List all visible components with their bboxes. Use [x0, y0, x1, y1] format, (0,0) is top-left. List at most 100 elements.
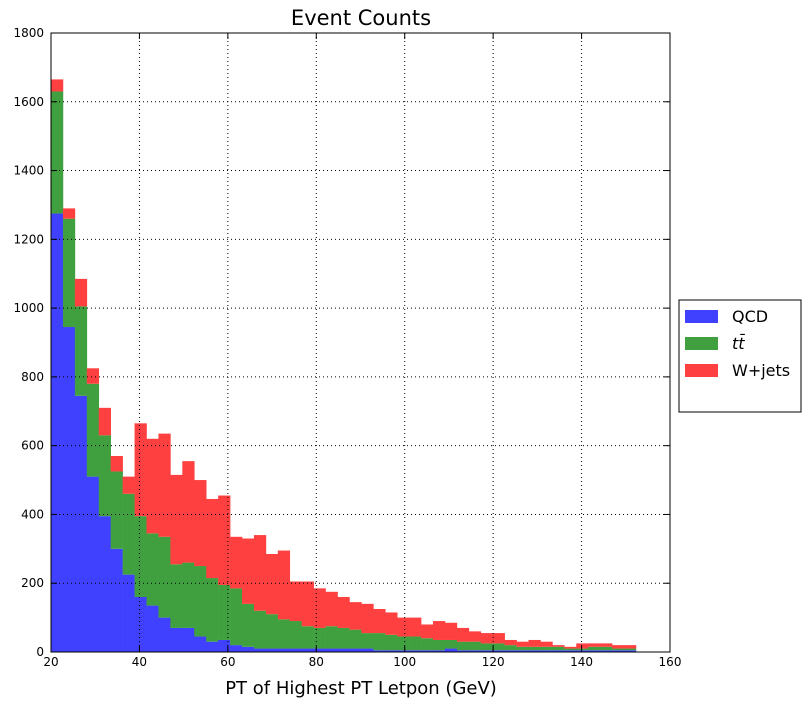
bar-qcd-18	[265, 648, 279, 652]
bar-tt-29	[397, 636, 410, 651]
bar-qcd-45	[588, 650, 601, 652]
bar-qcd-17	[253, 648, 267, 652]
bar-qcd-37	[492, 650, 505, 652]
bar-tt-41	[540, 646, 553, 651]
x-tick-label-140: 140	[570, 655, 593, 669]
bar-wjets-47	[612, 645, 625, 649]
x-tick-label-100: 100	[393, 655, 416, 669]
bar-wjets-22	[313, 588, 326, 628]
legend-swatch-1	[685, 337, 718, 350]
bar-tt-25	[349, 629, 362, 649]
bar-tt-8	[146, 533, 159, 606]
bar-qcd-3	[86, 476, 100, 652]
bar-tt-12	[194, 566, 207, 637]
bar-wjets-32	[433, 621, 446, 640]
bar-tt-45	[588, 646, 601, 651]
bar-tt-14	[218, 584, 231, 640]
bar-qcd-20	[289, 648, 302, 652]
x-tick-label-160: 160	[659, 655, 682, 669]
bar-tt-4	[98, 435, 111, 517]
bar-tt-28	[385, 634, 398, 651]
bar-wjets-20	[289, 581, 302, 622]
bar-wjets-28	[385, 612, 398, 635]
bar-qcd-41	[540, 650, 553, 652]
y-tick-label-1000: 1000	[13, 301, 44, 315]
bar-tt-27	[373, 633, 386, 651]
bar-qcd-38	[504, 650, 517, 652]
bar-qcd-9	[158, 617, 171, 652]
bar-tt-21	[301, 626, 314, 649]
bar-wjets-40	[528, 639, 541, 647]
bar-wjets-48	[624, 645, 637, 649]
bar-qcd-42	[552, 650, 565, 652]
y-tick-label-1600: 1600	[13, 95, 44, 109]
bar-tt-43	[564, 648, 577, 651]
bar-tt-11	[182, 562, 195, 628]
x-axis-label: PT of Highest PT Letpon (GeV)	[225, 678, 497, 699]
bar-wjets-43	[564, 646, 577, 649]
bar-tt-19	[277, 619, 291, 649]
bar-wjets-16	[242, 538, 255, 604]
bar-tt-47	[612, 648, 625, 651]
x-tick-label-80: 80	[309, 655, 324, 669]
y-tick-label-800: 800	[21, 370, 44, 384]
bar-qcd-2	[74, 395, 88, 652]
bar-wjets-4	[98, 407, 111, 436]
legend: QCD tt̄ W+jets	[678, 299, 802, 413]
bar-tt-34	[456, 641, 470, 651]
bar-qcd-1	[62, 327, 76, 652]
bar-wjets-15	[230, 536, 243, 589]
bar-tt-23	[325, 626, 338, 649]
bar-tt-32	[433, 639, 446, 651]
bar-wjets-44	[576, 643, 589, 649]
bar-wjets-38	[504, 639, 517, 646]
bar-wjets-26	[361, 603, 374, 634]
bar-wjets-19	[277, 550, 291, 620]
bar-qcd-36	[480, 650, 494, 652]
bar-wjets-42	[552, 645, 565, 647]
bar-tt-15	[230, 588, 243, 646]
bar-tt-18	[265, 614, 279, 649]
bar-tt-46	[600, 646, 613, 651]
bar-qcd-5	[110, 548, 123, 652]
bar-qcd-4	[98, 516, 111, 652]
bar-tt-35	[468, 641, 482, 651]
axis-ticks: 20 40 60 80 100 120 140 16002004006008001000120…	[13, 26, 681, 669]
bar-qcd-10	[170, 627, 183, 652]
plot-frame	[50, 32, 671, 653]
bar-qcd-26	[361, 648, 374, 652]
x-tick-label-60: 60	[220, 655, 235, 669]
y-tick-label-0: 0	[36, 645, 44, 659]
bar-qcd-30	[409, 650, 422, 652]
bar-qcd-24	[337, 648, 350, 652]
bar-wjets-21	[301, 581, 314, 627]
y-tick-label-200: 200	[21, 576, 44, 590]
y-tick-label-1400: 1400	[13, 164, 44, 178]
bar-qcd-25	[349, 648, 362, 652]
bar-qcd-43	[564, 650, 577, 652]
x-tick-label-120: 120	[482, 655, 505, 669]
bar-tt-16	[242, 603, 255, 647]
bar-qcd-27	[373, 650, 386, 652]
bar-qcd-0	[51, 213, 64, 652]
bar-tt-6	[122, 493, 135, 575]
bar-tt-33	[444, 639, 458, 649]
bar-tt-17	[253, 610, 267, 649]
y-tick-label-1200: 1200	[13, 232, 44, 246]
bar-qcd-12	[194, 636, 207, 652]
bar-tt-9	[158, 536, 171, 618]
bar-wjets-17	[253, 535, 267, 611]
bar-tt-30	[409, 636, 422, 651]
bar-qcd-14	[218, 639, 231, 652]
histogram-bars	[51, 79, 637, 652]
bar-wjets-7	[134, 423, 147, 517]
bar-qcd-8	[146, 605, 159, 652]
bar-tt-36	[480, 643, 494, 651]
bar-tt-40	[528, 646, 541, 651]
legend-swatch-2	[685, 364, 718, 377]
bar-tt-44	[576, 648, 589, 651]
bar-wjets-41	[540, 641, 553, 647]
bar-tt-39	[516, 646, 529, 651]
